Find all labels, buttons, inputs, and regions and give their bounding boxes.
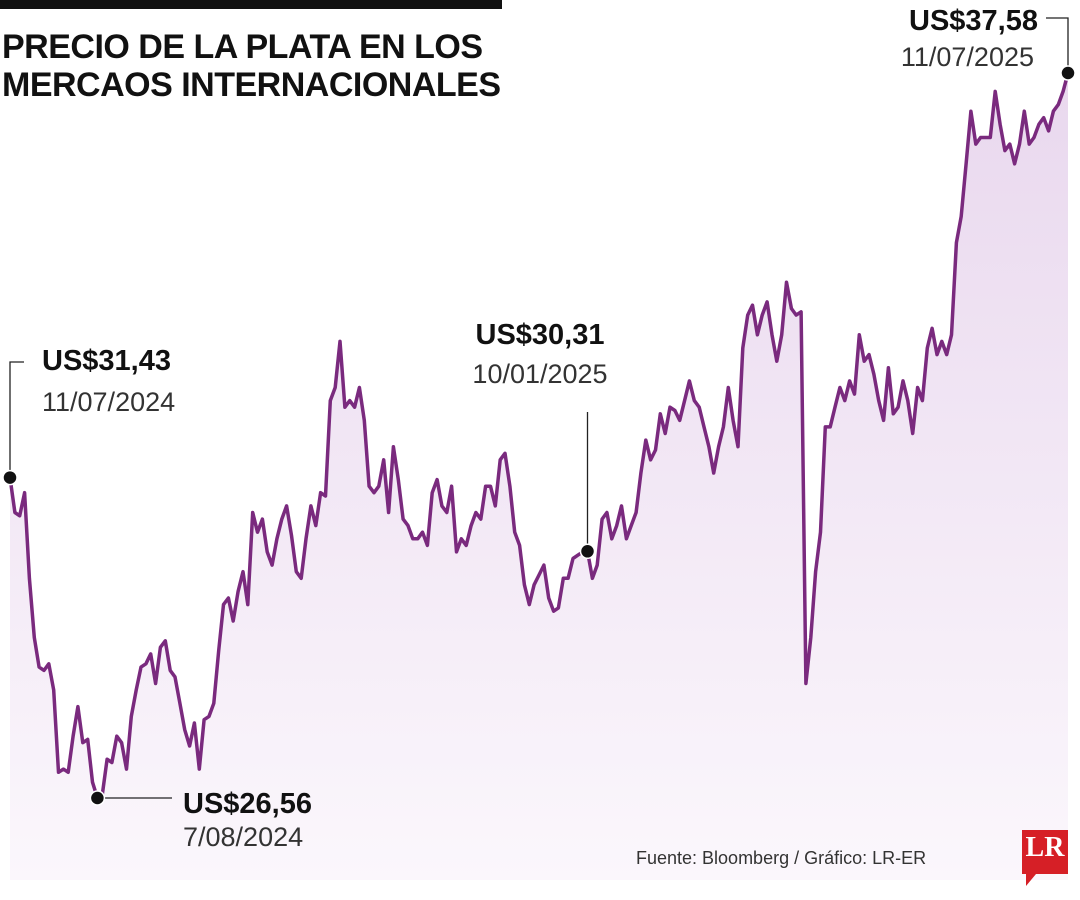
annotation-point-2 bbox=[89, 790, 106, 806]
annotation-date-3: 10/01/2025 bbox=[472, 359, 607, 389]
annotation-date-4: 11/07/2025 bbox=[901, 42, 1034, 72]
annotation-value-1: US$31,43 bbox=[42, 345, 171, 377]
lr-logo-text: LR bbox=[1025, 832, 1065, 863]
top-rule bbox=[0, 0, 502, 9]
annotation-point-1 bbox=[2, 469, 18, 486]
lr-logo: LR bbox=[1022, 830, 1068, 888]
price-line bbox=[8, 72, 1070, 800]
annotation-value-2: US$26,56 bbox=[183, 788, 312, 820]
chart-title: PRECIO DE LA PLATA EN LOS MERCAOS INTERN… bbox=[2, 28, 562, 104]
annotation-leader-4 bbox=[1046, 17, 1069, 73]
annotation-leader-1 bbox=[9, 361, 24, 478]
annotation-value-4: US$37,58 bbox=[909, 5, 1038, 37]
annotation-date-2: 7/08/2024 bbox=[183, 822, 303, 852]
annotation-date-1: 11/07/2024 bbox=[42, 387, 175, 417]
annotation-value-3: US$30,31 bbox=[476, 319, 605, 351]
chart-title-line-1: PRECIO DE LA PLATA EN LOS bbox=[2, 28, 483, 66]
price-area bbox=[10, 73, 1068, 880]
source-note: Fuente: Bloomberg / Gráfico: LR-ER bbox=[636, 848, 927, 868]
annotation-point-3 bbox=[579, 543, 596, 560]
annotation-point-4 bbox=[1060, 65, 1076, 81]
chart-title-line-2: MERCAOS INTERNACIONALES bbox=[2, 66, 501, 104]
